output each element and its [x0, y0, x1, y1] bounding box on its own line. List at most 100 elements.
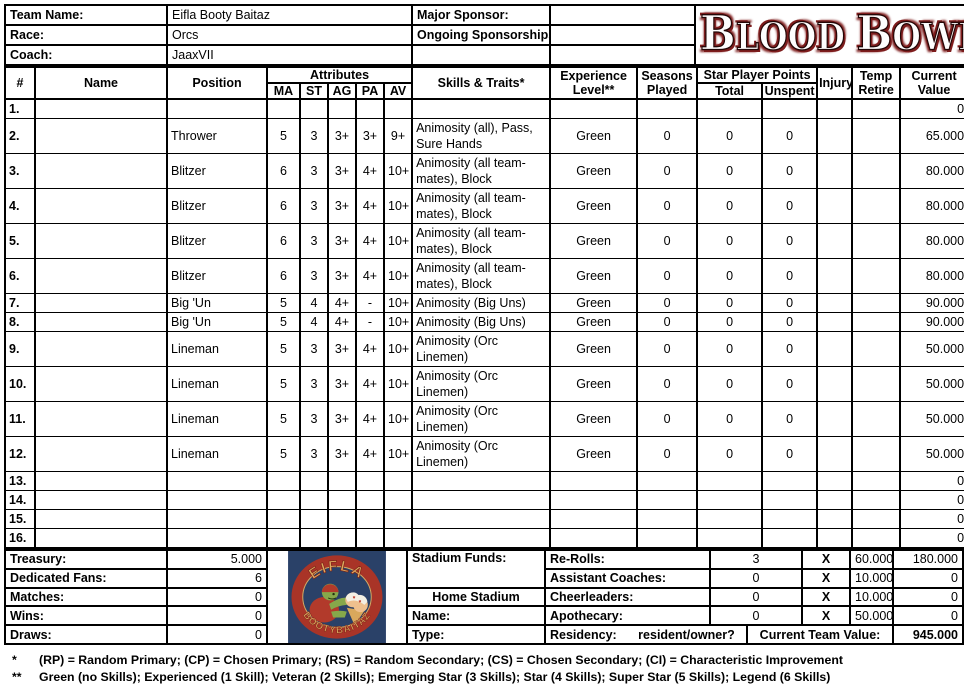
cell-seasons[interactable]: 0 — [636, 293, 699, 313]
cell-position[interactable] — [166, 98, 268, 119]
cell-ag[interactable]: 3+ — [327, 331, 357, 367]
cell-ma[interactable]: 5 — [266, 401, 301, 437]
cell-skills[interactable]: Animosity (all), Pass, Sure Hands — [411, 118, 552, 154]
cell-experience[interactable]: Green — [549, 401, 639, 437]
cell-st[interactable]: 3 — [299, 331, 329, 367]
cell-ag[interactable]: 3+ — [327, 118, 357, 154]
cell-temp-retire[interactable] — [851, 471, 902, 491]
cell-experience[interactable]: Green — [549, 436, 639, 472]
cell-temp-retire[interactable] — [851, 312, 902, 332]
summary-left-value[interactable]: 0 — [166, 624, 268, 645]
cell-seasons[interactable]: 0 — [636, 436, 699, 472]
cell-pa[interactable] — [355, 490, 385, 510]
cell-av[interactable]: 10+ — [382, 401, 414, 437]
cell-ag[interactable]: 3+ — [327, 258, 357, 294]
cell-experience[interactable] — [549, 98, 639, 119]
cell-pa[interactable] — [355, 528, 385, 549]
assistant-coaches-qty[interactable]: 0 — [708, 567, 804, 589]
cell-spp-total[interactable]: 0 — [696, 312, 764, 332]
cell-spp-unspent[interactable]: 0 — [761, 436, 819, 472]
cell-skills[interactable]: Animosity (Big Uns) — [411, 293, 552, 313]
cell-spp-unspent[interactable] — [761, 490, 819, 510]
cell-player-name[interactable] — [34, 188, 168, 224]
summary-left-value[interactable]: 0 — [166, 586, 268, 608]
cell-pa[interactable]: 3+ — [355, 118, 385, 154]
cell-spp-total[interactable] — [696, 98, 764, 119]
cell-st[interactable]: 3 — [299, 223, 329, 259]
cell-position[interactable]: Blitzer — [166, 153, 268, 189]
cell-experience[interactable] — [549, 509, 639, 529]
cell-injury[interactable] — [816, 258, 854, 294]
cell-current-value[interactable]: 65.000 — [899, 118, 964, 154]
cell-av[interactable] — [382, 471, 414, 491]
cell-ma[interactable]: 5 — [266, 436, 301, 472]
cell-st[interactable]: 3 — [299, 188, 329, 224]
cell-current-value[interactable]: 80.000 — [899, 223, 964, 259]
cell-temp-retire[interactable] — [851, 528, 902, 549]
cell-player-name[interactable] — [34, 436, 168, 472]
cell-av[interactable]: 10+ — [382, 312, 414, 332]
cell-spp-unspent[interactable]: 0 — [761, 293, 819, 313]
cell-ag[interactable] — [327, 471, 357, 491]
cell-ag[interactable] — [327, 98, 357, 119]
cell-position[interactable]: Blitzer — [166, 258, 268, 294]
cell-injury[interactable] — [816, 153, 854, 189]
cell-st[interactable] — [299, 509, 329, 529]
cell-spp-unspent[interactable]: 0 — [761, 366, 819, 402]
cell-current-value[interactable]: 50.000 — [899, 331, 964, 367]
cell-spp-unspent[interactable] — [761, 98, 819, 119]
cell-skills[interactable]: Animosity (Orc Linemen) — [411, 436, 552, 472]
cell-pa[interactable] — [355, 471, 385, 491]
apothecary-qty[interactable]: 0 — [708, 605, 804, 627]
cell-st[interactable]: 3 — [299, 366, 329, 402]
cell-position[interactable]: Lineman — [166, 331, 268, 367]
sponsor-extra-cell-2[interactable] — [549, 44, 696, 66]
cell-injury[interactable] — [816, 312, 854, 332]
cell-skills[interactable]: Animosity (all team-mates), Block — [411, 223, 552, 259]
cell-spp-total[interactable]: 0 — [696, 258, 764, 294]
cell-seasons[interactable]: 0 — [636, 188, 699, 224]
cell-av[interactable]: 10+ — [382, 436, 414, 472]
cell-position[interactable]: Blitzer — [166, 223, 268, 259]
cell-ma[interactable] — [266, 490, 301, 510]
cell-st[interactable] — [299, 471, 329, 491]
cell-spp-unspent[interactable] — [761, 471, 819, 491]
cell-experience[interactable]: Green — [549, 118, 639, 154]
coach-value[interactable]: JaaxVII — [166, 44, 413, 66]
major-sponsor-value[interactable] — [549, 4, 696, 26]
cell-seasons[interactable] — [636, 528, 699, 549]
cell-position[interactable]: Lineman — [166, 436, 268, 472]
cell-ag[interactable]: 3+ — [327, 223, 357, 259]
cell-temp-retire[interactable] — [851, 401, 902, 437]
cell-current-value[interactable]: 0 — [899, 98, 964, 119]
cell-spp-total[interactable] — [696, 528, 764, 549]
cell-st[interactable]: 3 — [299, 436, 329, 472]
cell-ma[interactable] — [266, 471, 301, 491]
cell-injury[interactable] — [816, 98, 854, 119]
cell-pa[interactable] — [355, 509, 385, 529]
cell-player-name[interactable] — [34, 528, 168, 549]
cell-position[interactable] — [166, 490, 268, 510]
cell-seasons[interactable]: 0 — [636, 118, 699, 154]
cell-position[interactable] — [166, 471, 268, 491]
cell-current-value[interactable]: 50.000 — [899, 401, 964, 437]
cell-player-name[interactable] — [34, 331, 168, 367]
cell-player-name[interactable] — [34, 490, 168, 510]
cell-temp-retire[interactable] — [851, 188, 902, 224]
cell-pa[interactable]: 4+ — [355, 223, 385, 259]
cell-ma[interactable] — [266, 98, 301, 119]
cell-spp-total[interactable]: 0 — [696, 293, 764, 313]
cell-st[interactable] — [299, 490, 329, 510]
rerolls-qty[interactable]: 3 — [708, 549, 804, 570]
cell-spp-unspent[interactable]: 0 — [761, 118, 819, 154]
cell-injury[interactable] — [816, 509, 854, 529]
cell-injury[interactable] — [816, 401, 854, 437]
cell-player-name[interactable] — [34, 223, 168, 259]
cell-temp-retire[interactable] — [851, 118, 902, 154]
cell-position[interactable]: Big 'Un — [166, 293, 268, 313]
cell-skills[interactable]: Animosity (all team-mates), Block — [411, 153, 552, 189]
cell-av[interactable]: 10+ — [382, 223, 414, 259]
cell-spp-unspent[interactable]: 0 — [761, 188, 819, 224]
cell-experience[interactable] — [549, 490, 639, 510]
cell-position[interactable]: Lineman — [166, 366, 268, 402]
